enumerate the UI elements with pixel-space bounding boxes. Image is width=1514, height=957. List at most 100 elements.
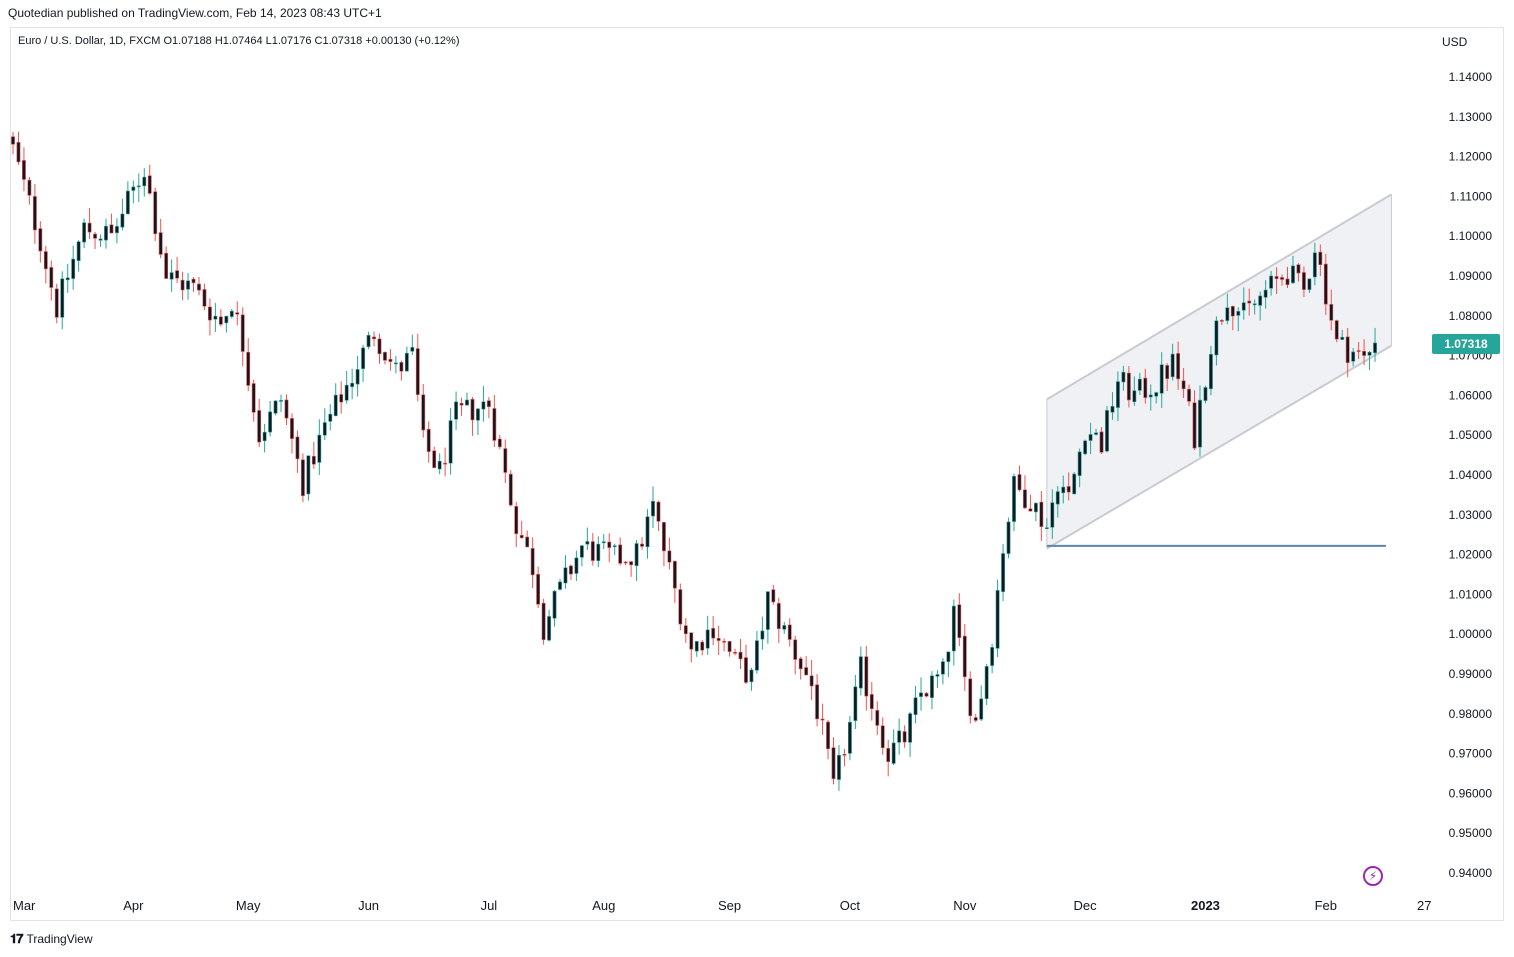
candle-body — [459, 403, 464, 406]
lightning-icon[interactable]: ⚡ — [1363, 866, 1383, 886]
price-tick-label: 1.13000 — [1449, 110, 1493, 124]
candle — [612, 543, 617, 556]
candle-body — [60, 278, 65, 318]
candle-body — [689, 632, 694, 650]
candle — [339, 381, 344, 414]
candle-body — [536, 574, 541, 605]
candle — [213, 302, 218, 332]
candle-body — [503, 448, 508, 473]
candle — [979, 685, 984, 722]
candle-body — [1198, 399, 1202, 448]
candle — [623, 560, 628, 566]
candle-body — [268, 411, 272, 433]
price-axis[interactable]: 1.14000 1.13000 1.12000 1.11000 1.10000 1.090… — [1449, 70, 1493, 880]
candle-body — [815, 684, 819, 720]
candle — [749, 667, 754, 691]
candle — [257, 398, 262, 447]
candle-body — [1269, 275, 1274, 289]
channel-upper-line[interactable] — [1046, 193, 1392, 401]
candle-body — [990, 647, 995, 666]
candle-body — [1066, 486, 1071, 493]
candle-body — [372, 336, 376, 340]
candle — [503, 439, 508, 483]
candle-body — [569, 565, 573, 575]
candle-body — [1230, 306, 1235, 317]
candle-body — [891, 742, 896, 764]
candle — [115, 218, 119, 244]
candle — [1033, 502, 1038, 522]
candle-body — [1356, 350, 1361, 352]
candle — [1099, 427, 1104, 455]
candle-body — [1143, 377, 1148, 398]
chart-frame[interactable] — [10, 27, 1504, 921]
candle-body — [864, 656, 869, 697]
candle-body — [579, 545, 584, 558]
candle — [125, 181, 130, 215]
time-axis[interactable]: Mar Apr May Jun Jul Aug Sep Oct Nov Dec 2023 Feb 27 — [13, 898, 1431, 913]
candle — [793, 635, 798, 675]
candle-body — [1072, 473, 1077, 495]
candle-body — [421, 394, 426, 431]
candle — [191, 277, 196, 292]
candle-body — [831, 747, 836, 780]
candle-body — [1023, 489, 1027, 509]
candle-body — [404, 352, 409, 372]
candle-body — [634, 543, 639, 566]
candle — [383, 351, 387, 365]
candle — [1307, 278, 1312, 293]
candle-body — [1203, 387, 1208, 401]
time-tick-label: Sep — [718, 898, 741, 913]
candle — [935, 670, 940, 689]
candle-body — [306, 455, 311, 495]
candle-body — [164, 252, 169, 279]
candle-body — [760, 630, 765, 640]
candle — [1050, 489, 1055, 539]
candle-body — [1329, 304, 1334, 321]
candle — [38, 221, 43, 263]
candle — [525, 530, 530, 548]
candle — [1028, 494, 1033, 512]
footer-brand[interactable]: 𝟏𝟕 TradingView — [10, 931, 93, 947]
candle — [279, 394, 283, 412]
candle-body — [311, 455, 316, 465]
candle — [410, 334, 415, 356]
candle-body — [213, 315, 218, 320]
candle — [1373, 327, 1377, 362]
candle — [1023, 475, 1027, 510]
candle-body — [11, 136, 15, 145]
candle — [109, 213, 114, 234]
candle-body — [519, 535, 524, 539]
candle — [826, 720, 830, 760]
candle — [968, 671, 973, 724]
candle-body — [1302, 272, 1306, 290]
candle — [1209, 345, 1213, 396]
candle — [727, 640, 732, 657]
candle-body — [76, 241, 81, 261]
candle-body — [454, 401, 458, 420]
candle — [202, 283, 207, 311]
candle-body — [1132, 390, 1137, 403]
candle — [1312, 242, 1317, 286]
candle — [1203, 385, 1208, 404]
time-tick-label: 27 — [1417, 898, 1431, 913]
candle-body — [1148, 394, 1153, 398]
candle — [1225, 293, 1230, 325]
candle — [492, 395, 497, 448]
candle — [1285, 266, 1290, 289]
candle-body — [175, 270, 180, 279]
candle — [43, 245, 48, 284]
candle — [415, 333, 420, 402]
time-tick-label: Apr — [123, 898, 144, 913]
candle-body — [333, 394, 338, 417]
candle — [552, 589, 557, 627]
candle-body — [749, 669, 754, 683]
candle — [853, 675, 858, 729]
channel-lower-line[interactable] — [1046, 344, 1392, 550]
candle — [393, 355, 398, 374]
candle-body — [776, 603, 781, 630]
parallel-channel[interactable] — [1046, 193, 1392, 550]
candle — [448, 407, 453, 475]
candle — [22, 147, 26, 192]
candle — [508, 469, 513, 507]
